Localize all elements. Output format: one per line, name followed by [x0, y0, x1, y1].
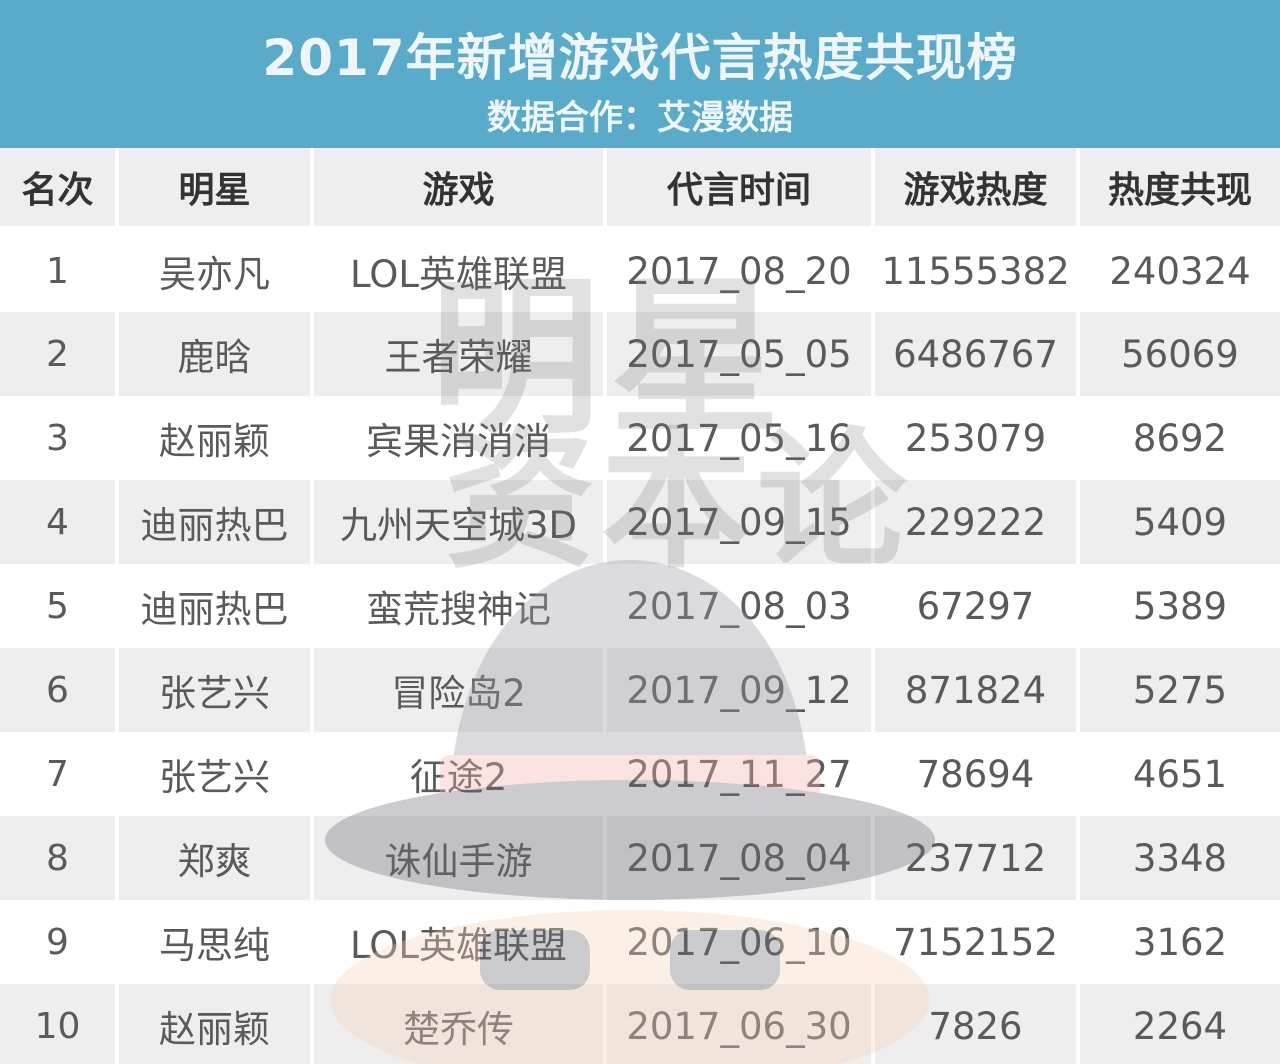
table-row: 5 迪丽热巴 蛮荒搜神记 2017_08_03 67297 5389: [0, 564, 1280, 648]
cell-star: 赵丽颖: [117, 396, 314, 480]
cell-heat-cooccur: 56069: [1121, 332, 1239, 376]
cell-star: 马思纯: [117, 900, 314, 984]
table-row: 10 赵丽颖 楚乔传 2017_06_30 7826 2264: [0, 984, 1280, 1064]
cell-game-heat: 11555382: [873, 228, 1080, 312]
cell-date: 2017_09_12: [605, 648, 875, 732]
cell-star: 赵丽颖: [117, 984, 314, 1064]
column-header-cooccur: 热度共现: [1078, 148, 1280, 230]
cell-star: 张艺兴: [117, 732, 314, 816]
cell-heat-cooccur: 5409: [1132, 500, 1228, 544]
cell-rank: 2: [0, 312, 119, 396]
cell-date: 2017_08_20: [605, 228, 875, 312]
page-subtitle: 数据合作：艾漫数据: [487, 98, 793, 138]
column-header-heat: 游戏热度: [873, 148, 1080, 230]
cell-game: 诛仙手游: [312, 816, 607, 900]
cell-date: 2017_08_03: [605, 564, 875, 648]
cell-rank: 6: [0, 648, 119, 732]
cell-game-heat: 78694: [873, 732, 1080, 816]
cell-game: LOL英雄联盟: [312, 900, 607, 984]
cell-game-heat: 237712: [873, 816, 1080, 900]
cell-star: 郑爽: [117, 816, 314, 900]
cell-star: 张艺兴: [117, 648, 314, 732]
cell-rank: 4: [0, 480, 119, 564]
cell-rank: 10: [0, 984, 119, 1064]
column-header-date: 代言时间: [605, 148, 875, 230]
cell-rank: 5: [0, 564, 119, 648]
table-row: 3 赵丽颖 宾果消消消 2017_05_16 253079 8692: [0, 396, 1280, 480]
cell-rank: 8: [0, 816, 119, 900]
cell-game: 冒险岛2: [312, 648, 607, 732]
cell-star: 迪丽热巴: [117, 564, 314, 648]
cell-game: 蛮荒搜神记: [312, 564, 607, 648]
column-header-game: 游戏: [312, 148, 607, 230]
cell-heat-cooccur: 3348: [1132, 836, 1228, 880]
cell-game: 王者荣耀: [312, 312, 607, 396]
cell-game: LOL英雄联盟: [312, 228, 607, 312]
table-body: 1 吴亦凡 LOL英雄联盟 2017_08_20 11555382 240324 2 鹿晗 王者…: [0, 228, 1280, 1064]
cell-heat-cooccur: 5275: [1132, 668, 1228, 712]
cell-game: 征途2: [312, 732, 607, 816]
table-row: 4 迪丽热巴 九州天空城3D 2017_09_15 229222 5409: [0, 480, 1280, 564]
cell-date: 2017_06_10: [605, 900, 875, 984]
cell-game: 楚乔传: [312, 984, 607, 1064]
cell-rank: 3: [0, 396, 119, 480]
ranking-table: 名次 明星 游戏 代言时间 游戏热度 热度共现 1 吴亦凡 LOL英雄联盟 2017_…: [0, 148, 1280, 1064]
table-row: 2 鹿晗 王者荣耀 2017_05_05 6486767 56069: [0, 312, 1280, 396]
cell-game-heat: 67297: [873, 564, 1080, 648]
cell-date: 2017_09_15: [605, 480, 875, 564]
cell-rank: 1: [0, 228, 119, 312]
cell-game-heat: 871824: [873, 648, 1080, 732]
cell-heat-cooccur: 5389: [1132, 584, 1228, 628]
cell-heat-cooccur: 8692: [1132, 416, 1228, 460]
cell-game: 九州天空城3D: [312, 480, 607, 564]
header-banner: 2017年新增游戏代言热度共现榜 数据合作：艾漫数据: [0, 0, 1280, 148]
cell-star: 鹿晗: [117, 312, 314, 396]
cell-date: 2017_05_16: [605, 396, 875, 480]
cell-heat-cooccur: 4651: [1132, 752, 1228, 796]
cell-heat-cooccur: 3162: [1132, 920, 1228, 964]
table-row: 1 吴亦凡 LOL英雄联盟 2017_08_20 11555382 240324: [0, 228, 1280, 312]
cell-game-heat: 6486767: [873, 312, 1080, 396]
cell-game: 宾果消消消: [312, 396, 607, 480]
cell-game-heat: 253079: [873, 396, 1080, 480]
table-row: 8 郑爽 诛仙手游 2017_08_04 237712 3348: [0, 816, 1280, 900]
page-title: 2017年新增游戏代言热度共现榜: [262, 29, 1018, 87]
table-row: 7 张艺兴 征途2 2017_11_27 78694 4651: [0, 732, 1280, 816]
column-header-star: 明星: [117, 148, 314, 230]
cell-heat-cooccur: 240324: [1109, 249, 1251, 293]
table-row: 6 张艺兴 冒险岛2 2017_09_12 871824 5275: [0, 648, 1280, 732]
cell-date: 2017_05_05: [605, 312, 875, 396]
cell-star: 吴亦凡: [117, 228, 314, 312]
cell-date: 2017_06_30: [605, 984, 875, 1064]
cell-rank: 7: [0, 732, 119, 816]
column-header-rank: 名次: [0, 148, 119, 230]
cell-heat-cooccur: 2264: [1132, 1004, 1228, 1048]
table-header-row: 名次 明星 游戏 代言时间 游戏热度 热度共现: [0, 148, 1280, 230]
cell-game-heat: 229222: [873, 480, 1080, 564]
cell-date: 2017_11_27: [605, 732, 875, 816]
table-row: 9 马思纯 LOL英雄联盟 2017_06_10 7152152 3162: [0, 900, 1280, 984]
cell-game-heat: 7826: [873, 984, 1080, 1064]
cell-rank: 9: [0, 900, 119, 984]
cell-star: 迪丽热巴: [117, 480, 314, 564]
cell-date: 2017_08_04: [605, 816, 875, 900]
cell-game-heat: 7152152: [873, 900, 1080, 984]
